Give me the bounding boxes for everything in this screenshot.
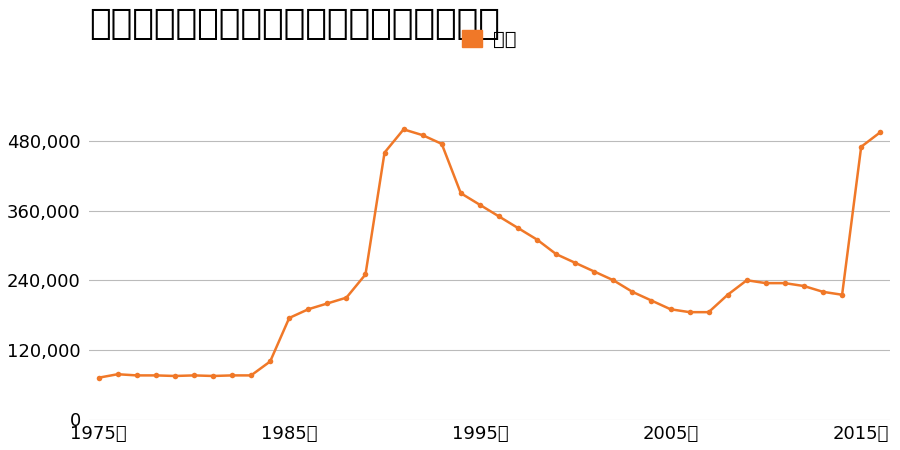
価格 (646, 298, 657, 303)
価格 (742, 278, 752, 283)
価格 (856, 144, 867, 149)
価格 (875, 130, 886, 135)
価格 (723, 292, 734, 297)
価格 (798, 284, 809, 289)
価格 (94, 375, 104, 380)
価格 (551, 252, 562, 257)
価格 (779, 280, 790, 286)
価格 (474, 202, 485, 207)
Text: 東京都足立区東和５丁目２７番の地価推移: 東京都足立区東和５丁目２７番の地価推移 (89, 7, 500, 41)
価格 (493, 214, 504, 219)
価格 (760, 280, 771, 286)
価格 (627, 289, 638, 295)
価格 (208, 374, 219, 379)
価格 (379, 150, 390, 155)
価格 (188, 373, 199, 378)
価格 (837, 292, 848, 297)
価格 (589, 269, 599, 274)
価格 (303, 306, 314, 312)
価格 (284, 315, 294, 321)
価格 (608, 278, 618, 283)
価格 (817, 289, 828, 295)
価格 (131, 373, 142, 378)
価格 (684, 310, 695, 315)
価格 (570, 260, 580, 265)
価格 (665, 306, 676, 312)
価格 (322, 301, 333, 306)
価格 (360, 272, 371, 277)
Line: 価格: 価格 (95, 126, 883, 381)
価格 (418, 132, 428, 138)
価格 (227, 373, 238, 378)
価格 (150, 373, 161, 378)
価格 (341, 295, 352, 300)
価格 (398, 127, 409, 132)
価格 (513, 225, 524, 231)
価格 (246, 373, 256, 378)
価格 (703, 310, 714, 315)
価格 (455, 190, 466, 196)
価格 (265, 359, 275, 364)
価格 (436, 141, 447, 147)
Legend: 価格: 価格 (454, 22, 525, 57)
価格 (112, 372, 123, 377)
価格 (169, 374, 180, 379)
価格 (532, 237, 543, 242)
